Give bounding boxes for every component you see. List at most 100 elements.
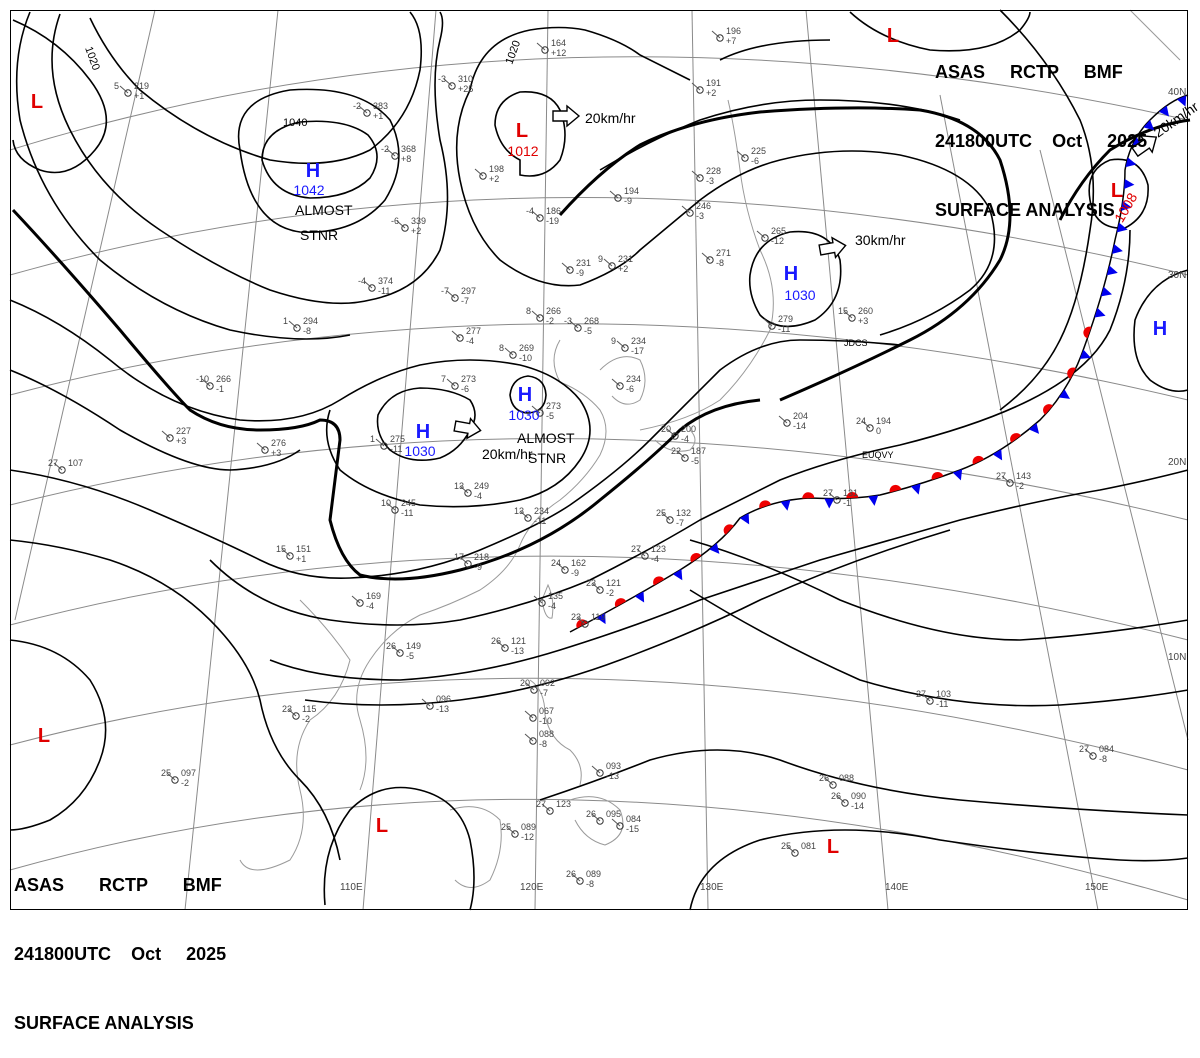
station-tendency: +1 bbox=[373, 111, 383, 121]
station-plot: 27 131-1 bbox=[823, 488, 858, 508]
station-pressure: 383 bbox=[373, 101, 388, 111]
station-pressure: 169 bbox=[366, 591, 381, 601]
station-plot: 1 294-8 bbox=[283, 316, 318, 336]
station-tendency: -10 bbox=[539, 716, 552, 726]
wind-barb bbox=[691, 82, 701, 91]
analysis-month: Oct bbox=[1052, 131, 1083, 151]
wind-barb bbox=[571, 873, 581, 882]
station-plot: 20 092-7 bbox=[520, 678, 555, 698]
station-plot: 135-4 bbox=[533, 591, 563, 611]
station-tendency: -6 bbox=[461, 384, 469, 394]
station-circle bbox=[926, 697, 934, 705]
wind-barb bbox=[287, 708, 297, 717]
isobar-bold bbox=[1058, 118, 1191, 221]
station-circle bbox=[464, 560, 472, 568]
station-plot: 26 089-8 bbox=[566, 869, 601, 889]
analysis-month: Oct bbox=[131, 944, 162, 964]
station-plot: 23 115-2 bbox=[282, 704, 316, 724]
station-pressure: 219 bbox=[134, 81, 149, 91]
station-code: RCTP bbox=[99, 875, 148, 895]
station-circle bbox=[451, 294, 459, 302]
annotation-text: EUQVY bbox=[862, 450, 894, 460]
station-pressure: 191 bbox=[706, 78, 721, 88]
station-circle bbox=[456, 334, 464, 342]
station-plot: 227+3 bbox=[161, 426, 191, 446]
latitude-label: 20N bbox=[1168, 457, 1186, 468]
wind-barb bbox=[386, 502, 396, 511]
isobar bbox=[323, 786, 475, 911]
station-plot: 13 234-11 bbox=[514, 506, 549, 526]
station-circle bbox=[621, 344, 629, 352]
station-tendency: -9 bbox=[474, 562, 482, 572]
wind-barb bbox=[421, 698, 431, 707]
station-tendency: -15 bbox=[626, 824, 639, 834]
station-plot: -3 268-5 bbox=[564, 316, 599, 336]
wind-barb bbox=[616, 340, 626, 349]
low-letter: L bbox=[31, 91, 43, 113]
wind-barb bbox=[525, 682, 535, 691]
station-circle bbox=[356, 599, 364, 607]
station-plot: 26 090-14 bbox=[831, 791, 866, 811]
isobar bbox=[1088, 158, 1149, 229]
station-temperature: -3 bbox=[438, 74, 446, 84]
station-circle bbox=[426, 702, 434, 710]
isobar bbox=[509, 375, 547, 414]
station-tendency: -6 bbox=[751, 156, 759, 166]
low-letter: L bbox=[1111, 180, 1123, 202]
station-circle bbox=[641, 552, 649, 560]
wind-barb bbox=[861, 420, 871, 429]
warm-front-semicircle bbox=[1083, 326, 1092, 339]
station-plot: 15 260+3 bbox=[838, 306, 873, 326]
station-tendency: +7 bbox=[726, 36, 736, 46]
station-tendency: -8 bbox=[303, 326, 311, 336]
station-circle bbox=[561, 566, 569, 574]
header-time-line: 241800UTC Oct 2025 bbox=[935, 130, 1147, 153]
station-pressure: 269 bbox=[519, 343, 534, 353]
station-plot: -6 339+2 bbox=[391, 216, 426, 236]
station-temperature: -4 bbox=[358, 276, 366, 286]
station-temperature: 17 bbox=[454, 552, 464, 562]
wind-barb bbox=[591, 765, 601, 774]
isobar bbox=[999, 9, 1095, 411]
station-tendency: -1 bbox=[843, 498, 851, 508]
station-tendency: +2 bbox=[411, 226, 421, 236]
isobar bbox=[51, 11, 449, 305]
station-circle bbox=[124, 89, 132, 97]
parallel-line bbox=[9, 555, 1189, 641]
isobar bbox=[304, 529, 951, 706]
wind-barb bbox=[921, 693, 931, 702]
station-circle bbox=[791, 849, 799, 857]
low-pressure-center: L bbox=[827, 836, 839, 858]
header-bottom-left: ASAS RCTP BMF 241800UTC Oct 2025 SURFACE… bbox=[14, 828, 226, 1058]
station-temperature: 1 bbox=[283, 316, 288, 326]
isobar bbox=[599, 99, 961, 171]
station-plot: 096-13 bbox=[421, 694, 451, 714]
station-tendency: -8 bbox=[586, 879, 594, 889]
station-circle bbox=[524, 514, 532, 522]
cold-front-triangle bbox=[952, 469, 963, 481]
station-temperature: 1 bbox=[370, 434, 375, 444]
station-tendency: +2 bbox=[489, 174, 499, 184]
station-tendency: +25 bbox=[458, 84, 473, 94]
cold-front-triangle bbox=[868, 495, 879, 506]
station-temperature: 15 bbox=[276, 544, 286, 554]
station-temperature: 27 bbox=[536, 799, 546, 809]
station-pressure: 194 bbox=[876, 416, 891, 426]
product-code: BMF bbox=[182, 875, 222, 895]
high-letter: H bbox=[518, 384, 532, 406]
warm-front-semicircle bbox=[653, 576, 665, 586]
wind-barb bbox=[531, 405, 541, 414]
latitude-label: 30N bbox=[1168, 270, 1186, 281]
station-temperature: 27 bbox=[996, 471, 1006, 481]
wind-barb bbox=[459, 485, 469, 494]
isobar bbox=[455, 89, 471, 181]
isobar-bold bbox=[558, 106, 1012, 402]
station-tendency: -5 bbox=[406, 651, 414, 661]
station-pressure: 266 bbox=[216, 374, 231, 384]
wind-barb bbox=[603, 258, 613, 267]
isobar bbox=[9, 539, 341, 861]
station-circle bbox=[368, 284, 376, 292]
latitude-label: 10N bbox=[1168, 652, 1186, 663]
